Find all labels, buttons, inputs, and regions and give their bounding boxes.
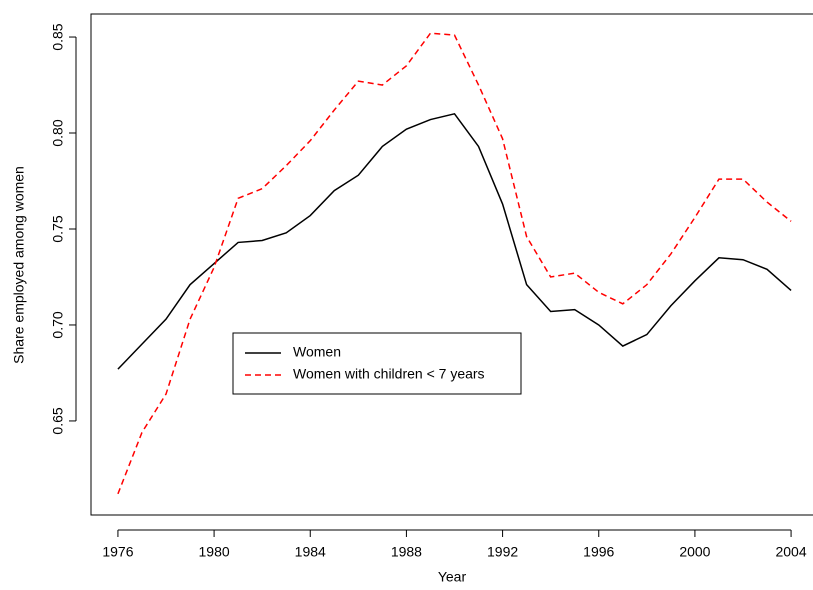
y-tick-label: 0.80 xyxy=(50,119,66,146)
x-tick-label: 2004 xyxy=(775,544,806,560)
legend-box xyxy=(232,332,522,395)
plot-frame xyxy=(90,13,813,516)
x-tick-label: 1976 xyxy=(102,544,133,560)
x-tick-label: 1984 xyxy=(295,544,326,560)
x-axis-title: Year xyxy=(438,569,467,585)
y-tick-label: 0.70 xyxy=(50,311,66,338)
x-tick-label: 1980 xyxy=(199,544,230,560)
legend-label: Women xyxy=(293,344,341,360)
y-tick-label: 0.65 xyxy=(50,407,66,434)
series-line xyxy=(117,32,792,495)
y-axis-title: Share employed among women xyxy=(11,166,27,364)
x-tick-label: 2000 xyxy=(679,544,710,560)
x-tick-label: 1992 xyxy=(487,544,518,560)
y-tick-label: 0.85 xyxy=(50,23,66,50)
series-line xyxy=(117,112,792,370)
x-tick-label: 1996 xyxy=(583,544,614,560)
y-tick-label: 0.75 xyxy=(50,215,66,242)
x-tick-label: 1988 xyxy=(391,544,422,560)
legend-label: Women with children < 7 years xyxy=(293,366,485,382)
